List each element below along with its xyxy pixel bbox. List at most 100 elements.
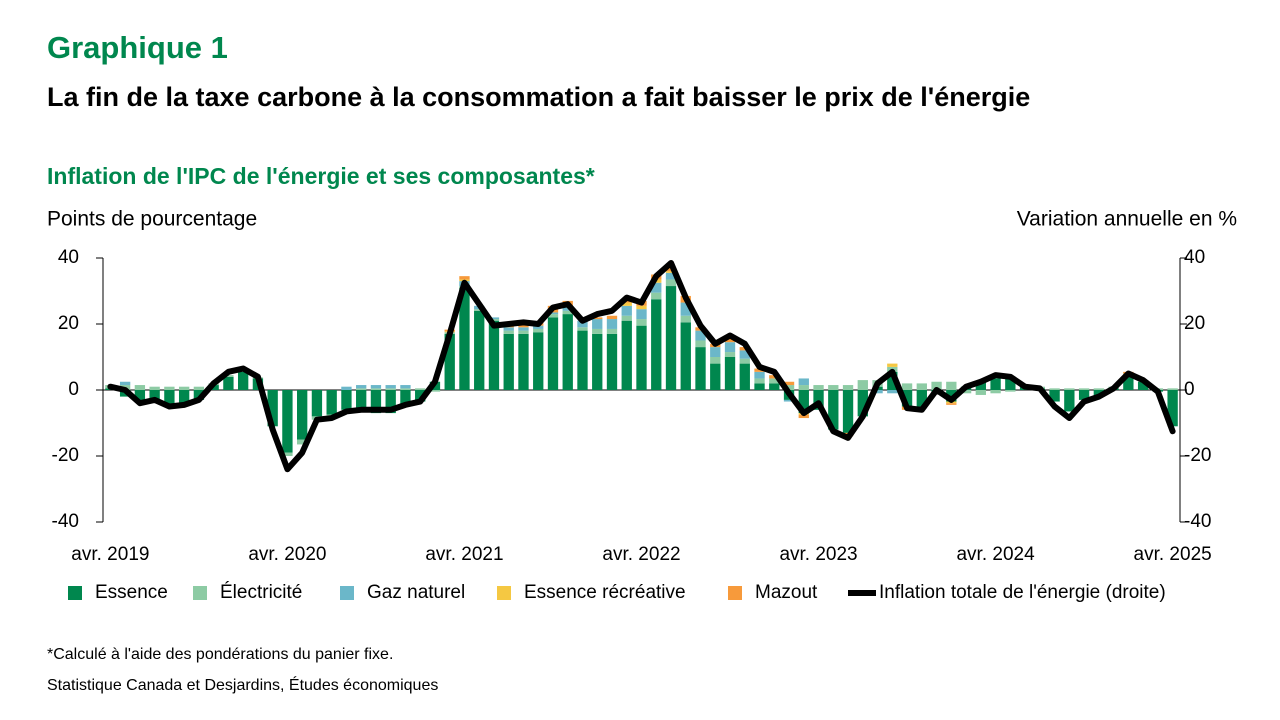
- bar-segment: [621, 305, 632, 316]
- bar-segment: [547, 312, 559, 315]
- source: Statistique Canada et Desjardins, Études…: [47, 677, 439, 694]
- bar-segment: [798, 390, 809, 414]
- bar-segment: [1078, 388, 1090, 390]
- bar-segment: [356, 388, 367, 390]
- bar-segment: [724, 338, 736, 343]
- bar-segment: [813, 390, 824, 410]
- y-tick-label: -20: [52, 445, 79, 466]
- bar-segment: [842, 390, 854, 433]
- y2-tick-label: 40: [1184, 247, 1205, 268]
- bar-segment: [547, 317, 559, 390]
- bar-segment: [739, 350, 750, 359]
- bar-segment: [370, 388, 382, 390]
- bar-segment: [783, 385, 795, 390]
- bar-segment: [651, 282, 662, 293]
- x-tick-label: avr. 2024: [956, 544, 1035, 565]
- bar-segment: [134, 390, 146, 402]
- kicker: Graphique 1: [47, 30, 228, 65]
- bar-segment: [960, 390, 972, 394]
- bar-segment: [724, 357, 736, 390]
- bar-segment: [592, 333, 603, 390]
- bar-segment: [946, 390, 957, 402]
- bar-segment: [621, 320, 632, 390]
- bar-segment: [223, 376, 234, 390]
- bar-segment: [680, 315, 691, 323]
- bar-segment: [267, 390, 278, 427]
- bar-segment: [193, 390, 205, 400]
- bar-segment: [606, 315, 618, 320]
- bar-segment: [636, 309, 647, 320]
- bar-segment: [223, 375, 234, 377]
- x-tick-label: avr. 2023: [779, 544, 857, 565]
- bar-segment: [754, 383, 765, 390]
- bar-segment: [901, 390, 913, 407]
- bar-segment: [754, 371, 765, 379]
- bar-segment: [636, 305, 647, 310]
- bar-segment: [636, 319, 647, 326]
- bar-segment: [798, 378, 809, 386]
- bar-segment: [1137, 381, 1149, 390]
- bar-segment: [429, 390, 441, 392]
- bar-segment: [533, 325, 544, 329]
- bar-segment: [828, 390, 839, 430]
- bar-segment: [724, 342, 736, 353]
- bar-segment: [990, 378, 1001, 390]
- bar-segment: [1005, 376, 1016, 390]
- bar-segment: [695, 330, 706, 341]
- bar-segment: [178, 390, 190, 404]
- legend-swatch: [193, 586, 207, 600]
- y-tick-label: 20: [58, 313, 79, 334]
- bar-segment: [341, 390, 352, 410]
- bar-segment: [828, 385, 839, 390]
- bar-segment: [680, 322, 691, 390]
- bar-segment: [916, 390, 927, 409]
- bar-segment: [621, 302, 632, 306]
- y2-axis-label: Variation annuelle en %: [1017, 208, 1237, 231]
- bar-segment: [518, 324, 529, 328]
- bar-segment: [385, 385, 396, 389]
- chart-title: La fin de la taxe carbone à la consommat…: [47, 82, 1031, 112]
- bar-segment: [385, 390, 396, 414]
- bar-segment: [946, 381, 957, 390]
- bar-segment: [651, 299, 662, 390]
- bar-segment: [385, 388, 396, 390]
- chart-subtitle: Inflation de l'IPC de l'énergie et ses c…: [47, 163, 595, 189]
- bar-segment: [518, 330, 529, 334]
- bar-segment: [119, 381, 131, 386]
- bar-segment: [665, 272, 677, 280]
- bar-segment: [297, 390, 308, 440]
- legend-swatch: [728, 586, 742, 600]
- bar-segment: [1123, 375, 1134, 390]
- legend-label: Essence: [95, 582, 168, 603]
- bar-segment: [533, 328, 544, 333]
- bar-segment: [282, 390, 293, 453]
- bar-segment: [444, 333, 455, 390]
- bar-segment: [356, 390, 367, 412]
- legend-swatch: [497, 586, 511, 600]
- line-series: [107, 259, 1176, 473]
- bar-segment: [592, 319, 603, 329]
- bar-segment: [326, 390, 337, 415]
- y2-tick-label: -40: [1184, 511, 1211, 532]
- y-tick-label: 0: [68, 379, 79, 400]
- bar-segment: [193, 386, 205, 390]
- bar-segment: [503, 327, 514, 331]
- bar-segment: [562, 314, 573, 390]
- bar-segment: [813, 385, 824, 390]
- bar-segment: [149, 390, 160, 400]
- bar-segment: [577, 327, 588, 331]
- bar-segment: [562, 310, 573, 315]
- bar-segment: [621, 315, 632, 321]
- bar-segment: [415, 388, 426, 390]
- bar-segment: [901, 383, 913, 390]
- bar-segment: [503, 330, 514, 334]
- bar-segment: [739, 358, 750, 364]
- bar-segment: [518, 327, 529, 331]
- bar-segment: [518, 333, 529, 390]
- bar-segment: [488, 319, 500, 321]
- bar-segment: [178, 386, 190, 390]
- y2-tick-label: 20: [1184, 313, 1205, 334]
- y2-tick-label: -20: [1184, 445, 1211, 466]
